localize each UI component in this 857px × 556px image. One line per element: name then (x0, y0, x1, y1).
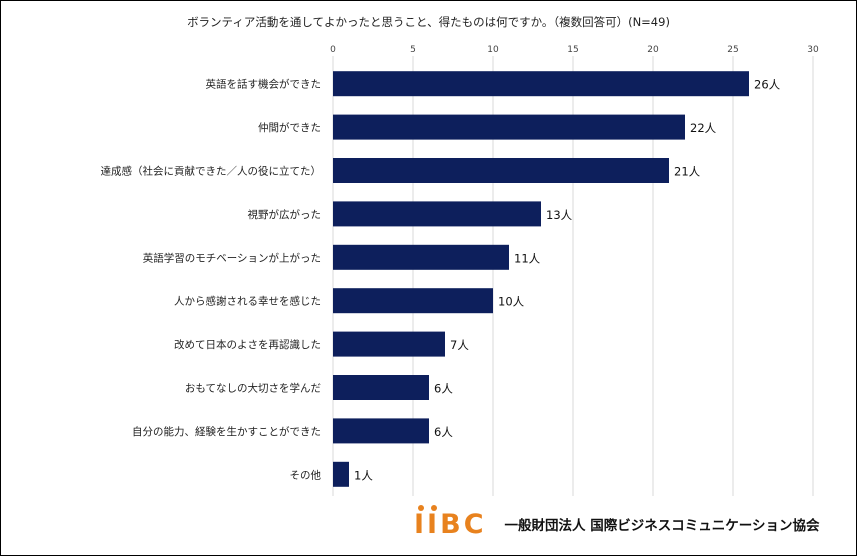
category-label: 英語学習のモチベーションが上がった (143, 251, 321, 264)
x-tick-label: 25 (727, 45, 738, 55)
x-tick-label: 15 (567, 45, 578, 55)
data-labels: 26人 22人 21人 13人 11人 10人 7人 6人 6人 1人 (354, 78, 781, 483)
bar (333, 331, 445, 357)
bar (333, 375, 429, 400)
x-tick-label: 20 (647, 45, 659, 55)
data-label: 6人 (434, 382, 453, 396)
category-label: 達成感（社会に貢献できた／人の役に立てた） (101, 165, 322, 178)
data-label: 10人 (498, 295, 525, 309)
x-tick-label: 10 (487, 45, 499, 55)
bar (333, 158, 669, 183)
bar (333, 288, 493, 314)
bar (333, 418, 429, 444)
category-label: 自分の能力、経験を生かすことができた (132, 425, 321, 438)
x-tick-label: 5 (410, 45, 416, 55)
category-label: 仲間ができた (258, 121, 321, 134)
x-tick-label: 30 (807, 45, 819, 55)
category-label: 視野が広がった (248, 208, 322, 221)
category-label: おもてなしの大切さを学んだ (185, 382, 321, 395)
data-label: 1人 (354, 468, 373, 482)
x-tick-label: 0 (330, 45, 336, 55)
data-label: 7人 (450, 338, 469, 352)
data-label: 13人 (546, 208, 573, 222)
bar (333, 71, 749, 97)
category-label: 改めて日本のよさを再認識した (174, 338, 321, 351)
bar (333, 244, 509, 270)
chart-title: ボランティア活動を通してよかったと思うこと、得たものは何ですか。（複数回答可）(… (187, 15, 670, 29)
bar (333, 114, 685, 140)
data-label: 22人 (690, 121, 717, 135)
data-label: 21人 (674, 165, 701, 179)
data-label: 26人 (754, 78, 781, 92)
bars (333, 71, 749, 487)
category-label: その他 (290, 468, 322, 481)
category-label: 人から感謝される幸せを感じた (174, 295, 321, 308)
organization-name: 一般財団法人 国際ビジネスコミュニケーション協会 (504, 518, 820, 534)
category-label: 英語を話す機会ができた (206, 78, 322, 91)
x-tick-labels: 0 5 10 15 20 25 30 (330, 45, 819, 55)
bar (333, 461, 349, 487)
data-label: 11人 (514, 251, 541, 265)
data-label: 6人 (434, 425, 453, 439)
bar (333, 201, 541, 227)
